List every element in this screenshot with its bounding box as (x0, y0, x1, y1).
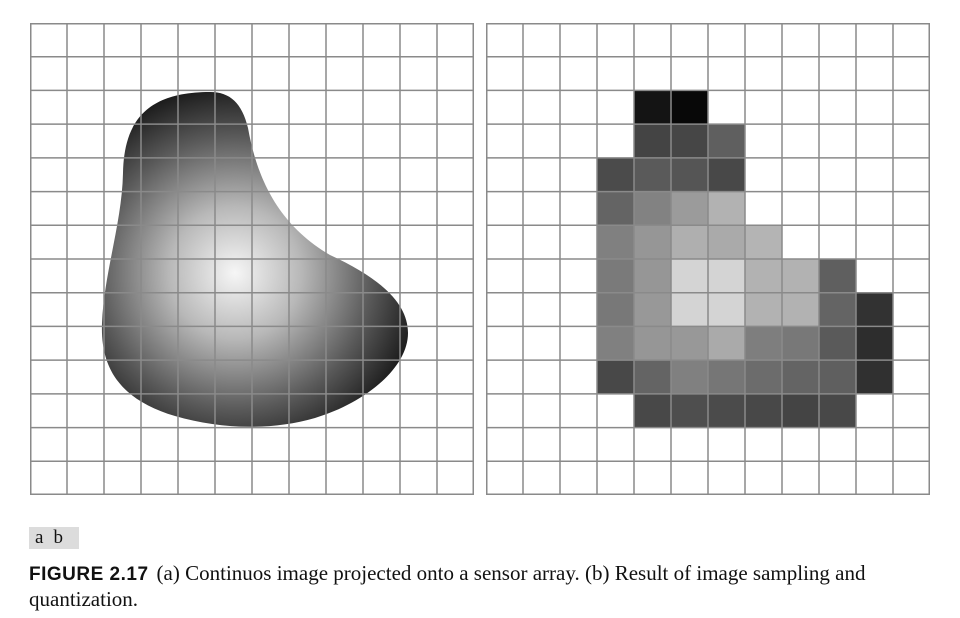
quantized-pixel (782, 292, 819, 327)
quantized-pixel (819, 326, 856, 361)
quantized-pixel (708, 225, 745, 259)
quantized-pixel (634, 292, 671, 327)
panel-label-a: a (35, 527, 44, 548)
quantized-pixel (597, 191, 634, 226)
quantized-pixel (745, 326, 782, 361)
quantized-pixel (597, 225, 634, 259)
quantized-pixel (634, 326, 671, 361)
sensor-grid-a (30, 23, 474, 495)
quantized-pixel (819, 393, 856, 428)
quantized-pixel (782, 259, 819, 293)
quantized-pixel (671, 360, 708, 394)
quantized-pixel (708, 259, 745, 293)
quantized-pixel (671, 326, 708, 361)
quantized-pixel (708, 292, 745, 327)
quantized-pixel (671, 292, 708, 327)
quantized-pixel (745, 360, 782, 394)
quantized-pixel (634, 393, 671, 428)
quantized-pixel (634, 360, 671, 394)
quantized-pixel (597, 326, 634, 361)
quantized-pixel (634, 157, 671, 192)
quantized-pixel (782, 393, 819, 428)
quantized-pixel (671, 225, 708, 259)
quantized-pixel (671, 191, 708, 226)
caption-text: (a) Continuos image projected onto a sen… (29, 561, 866, 611)
continuous-image-figure (30, 23, 474, 495)
quantized-pixel (708, 360, 745, 394)
quantized-pixel (856, 360, 893, 394)
quantized-pixel (856, 292, 893, 327)
quantized-pixel (819, 259, 856, 293)
quantized-pixel (671, 124, 708, 158)
quantized-pixel (856, 326, 893, 361)
quantized-pixel (782, 360, 819, 394)
quantized-pixel (597, 292, 634, 327)
sensor-grid-b (486, 23, 930, 495)
quantized-pixel (597, 360, 634, 394)
quantized-pixel (782, 326, 819, 361)
figure-caption: FIGURE 2.17 (a) Continuos image projected… (29, 561, 934, 611)
quantized-pixel (708, 124, 745, 158)
quantized-pixel (745, 259, 782, 293)
quantized-pixel (634, 90, 671, 125)
quantized-pixel (671, 259, 708, 293)
quantized-image-figure (486, 23, 930, 495)
quantized-pixel (634, 259, 671, 293)
quantized-pixel (745, 393, 782, 428)
quantized-pixel (671, 157, 708, 192)
quantized-pixel (634, 124, 671, 158)
panel-label-b: b (53, 527, 63, 548)
quantized-pixel (597, 259, 634, 293)
quantized-pixel (745, 292, 782, 327)
quantized-pixel (597, 157, 634, 192)
quantized-pixel (634, 191, 671, 226)
quantized-pixel (671, 90, 708, 125)
quantized-pixel (708, 393, 745, 428)
quantized-pixel (745, 225, 782, 259)
quantized-pixel (671, 393, 708, 428)
continuous-image-panel (30, 23, 474, 495)
quantized-pixel (819, 292, 856, 327)
quantized-pixels (597, 90, 893, 428)
quantized-pixel (634, 225, 671, 259)
figure-number: FIGURE 2.17 (29, 564, 149, 585)
quantized-pixel (708, 326, 745, 361)
quantized-image-panel (486, 23, 930, 495)
quantized-pixel (708, 157, 745, 192)
quantized-pixel (708, 191, 745, 226)
quantized-pixel (819, 360, 856, 394)
